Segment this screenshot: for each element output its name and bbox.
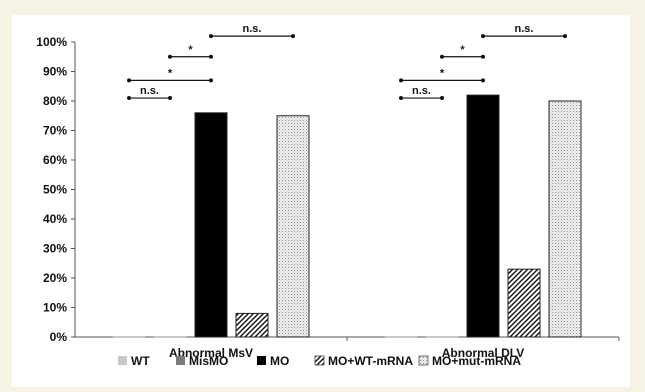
legend-swatch [118,356,127,365]
legend-swatch [314,355,325,366]
significance-label: * [460,44,465,56]
bar-mo-wt-mrna [235,312,269,338]
bracket-end-marker [168,54,172,59]
bar-mo [466,94,500,338]
bracket-end-marker [291,34,295,39]
legend-label: MO+mut-mRNA [432,354,521,368]
bracket-end-marker [209,78,213,83]
bracket-end-marker [481,78,485,83]
bracket-end-marker [563,34,567,39]
bracket-end-marker [209,54,213,59]
bar-chart: 0% 10% 20% 30% 40% 50% 60% 70% 80% 90% 100% Abnorma… [36,23,620,368]
bar-mismo [425,336,459,338]
significance-label: n.s. [412,85,431,97]
y-tick-label: 80% [43,94,67,108]
bracket-end-marker [209,34,213,39]
y-tick-label: 0% [50,330,68,344]
bracket-end-marker [481,34,485,39]
legend-swatch [176,356,185,365]
y-tick-label: 100% [36,35,67,49]
y-tick-label: 70% [43,124,67,138]
category-label: Abnormal DLV [442,346,524,360]
bar-mo-mut-mrna [548,100,582,338]
y-tick-label: 60% [43,153,67,167]
bar-mismo [153,336,187,338]
y-tick-label: 50% [43,183,67,197]
bracket-end-marker [440,96,444,101]
bar-mo [194,112,228,338]
significance-label: * [168,67,173,79]
bar-mo-wt-mrna [507,268,541,338]
legend-label: MO+WT-mRNA [328,354,413,368]
y-tick-label: 20% [43,271,67,285]
significance-label: * [188,44,193,56]
bracket-end-marker [168,96,172,101]
bracket-end-marker [399,78,403,83]
legend-label: WT [131,354,150,368]
chart-panel: 0% 10% 20% 30% 40% 50% 60% 70% 80% 90% 100% Abnorma… [12,15,630,387]
significance-label: * [440,67,445,79]
bracket-end-marker [481,54,485,59]
bracket-end-marker [399,96,403,101]
legend-swatch [257,356,266,365]
legend: WT MisMO MO MO+WT-mRNA MO+mut-mRNA [118,354,521,368]
y-tick-label: 30% [43,242,67,256]
y-tick-label: 10% [43,301,67,315]
bracket-end-marker [127,78,131,83]
category-label: Abnormal MsV [169,346,253,360]
y-tick-label: 90% [43,65,67,79]
legend-label: MO [270,354,289,368]
significance-label: n.s. [140,85,159,97]
bar-wt [112,336,146,338]
bracket-end-marker [440,54,444,59]
bar-mo-mut-mrna [276,115,310,338]
legend-swatch [418,355,429,366]
significance-brackets: n.s. * * n.s. n.s. * * n.s. [127,23,567,101]
significance-label: n.s. [243,23,262,35]
legend-label: MisMO [189,354,228,368]
bracket-end-marker [127,96,131,101]
bar-wt [384,336,418,338]
y-tick-label: 40% [43,212,67,226]
axes: 0% 10% 20% 30% 40% 50% 60% 70% 80% 90% 100% Abnorma… [36,35,620,360]
significance-label: n.s. [515,23,534,35]
bars [112,94,582,338]
